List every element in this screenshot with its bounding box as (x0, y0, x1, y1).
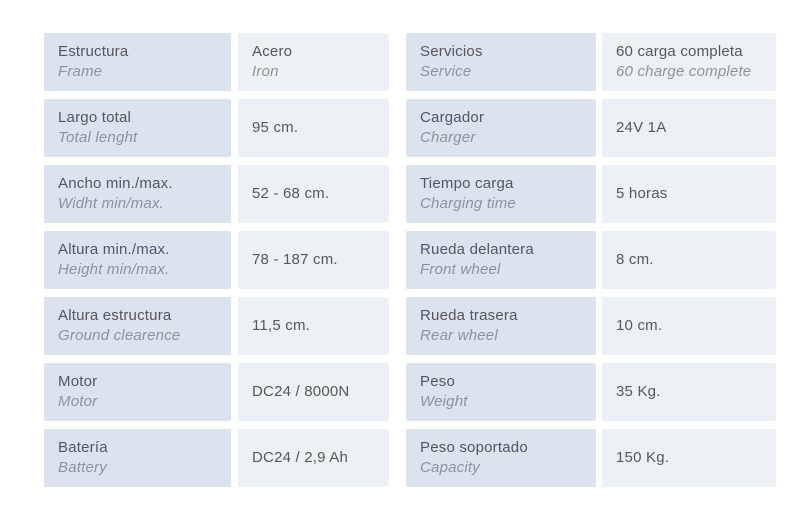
spec-label-es: Estructura (58, 43, 129, 61)
spec-label-cell: Rueda trasera Rear wheel (406, 297, 596, 355)
spec-label-en: Charging time (420, 195, 516, 212)
spec-label-es: Rueda trasera (420, 307, 518, 325)
spec-label-es: Rueda delantera (420, 241, 534, 259)
spec-value: 5 horas (616, 185, 668, 203)
spec-label-es: Altura min./max. (58, 241, 170, 259)
spec-value-translation: 60 charge complete (616, 63, 752, 80)
spec-value: 10 cm. (616, 317, 663, 335)
spec-value: Acero (252, 43, 293, 61)
spec-label-en: Weight (420, 393, 468, 410)
spec-label-cell: Cargador Charger (406, 99, 596, 157)
spec-value-cell: 24V 1A (602, 99, 776, 157)
spec-label-en: Frame (58, 63, 103, 80)
spec-value-cell: Acero Iron (238, 33, 389, 91)
spec-value-cell: 35 Kg. (602, 363, 776, 421)
spec-label-en: Ground clearence (58, 327, 181, 344)
spec-label-es: Servicios (420, 43, 483, 61)
spec-label-es: Peso soportado (420, 439, 528, 457)
spec-value: 52 - 68 cm. (252, 185, 330, 203)
spec-label-es: Ancho min./max. (58, 175, 173, 193)
spec-label-cell: Peso soportado Capacity (406, 429, 596, 487)
spec-label-es: Altura estructura (58, 307, 172, 325)
spec-value-cell: DC24 / 2,9 Ah (238, 429, 389, 487)
spec-label-cell: Altura min./max. Height min/max. (44, 231, 231, 289)
spec-label-en: Motor (58, 393, 98, 410)
spec-label-es: Motor (58, 373, 98, 391)
spec-value: 150 Kg. (616, 449, 670, 467)
spec-value-cell: 10 cm. (602, 297, 776, 355)
spec-value-cell: 60 carga completa 60 charge complete (602, 33, 776, 91)
spec-table: Estructura Frame Acero Iron Servicios Se… (44, 33, 776, 487)
spec-value-translation: Iron (252, 63, 279, 80)
spec-label-es: Batería (58, 439, 108, 457)
spec-label-cell: Batería Battery (44, 429, 231, 487)
spec-value: 35 Kg. (616, 383, 661, 401)
spec-label-cell: Altura estructura Ground clearence (44, 297, 231, 355)
spec-value-cell: 5 horas (602, 165, 776, 223)
spec-label-cell: Ancho min./max. Widht min/max. (44, 165, 231, 223)
spec-label-en: Service (420, 63, 472, 80)
spec-label-en: Battery (58, 459, 107, 476)
spec-label-en: Height min/max. (58, 261, 170, 278)
spec-value-cell: 8 cm. (602, 231, 776, 289)
spec-label-en: Rear wheel (420, 327, 498, 344)
spec-label-en: Widht min/max. (58, 195, 165, 212)
spec-label-cell: Rueda delantera Front wheel (406, 231, 596, 289)
spec-label-cell: Peso Weight (406, 363, 596, 421)
spec-value: DC24 / 2,9 Ah (252, 449, 348, 467)
spec-value-cell: 95 cm. (238, 99, 389, 157)
spec-value: 11,5 cm. (252, 317, 311, 335)
spec-value: DC24 / 8000N (252, 383, 350, 401)
spec-value: 24V 1A (616, 119, 667, 137)
spec-label-cell: Motor Motor (44, 363, 231, 421)
spec-label-es: Tiempo carga (420, 175, 514, 193)
spec-label-en: Total lenght (58, 129, 138, 146)
spec-label-en: Capacity (420, 459, 480, 476)
spec-value: 60 carga completa (616, 43, 743, 61)
spec-label-cell: Largo total Total lenght (44, 99, 231, 157)
spec-label-cell: Tiempo carga Charging time (406, 165, 596, 223)
spec-label-cell: Estructura Frame (44, 33, 231, 91)
spec-value-cell: 11,5 cm. (238, 297, 389, 355)
spec-label-es: Largo total (58, 109, 132, 127)
spec-label-es: Peso (420, 373, 455, 391)
spec-value-cell: DC24 / 8000N (238, 363, 389, 421)
spec-label-en: Charger (420, 129, 476, 146)
spec-value: 78 - 187 cm. (252, 251, 338, 269)
spec-label-cell: Servicios Service (406, 33, 596, 91)
spec-label-es: Cargador (420, 109, 485, 127)
spec-value-cell: 52 - 68 cm. (238, 165, 389, 223)
spec-value: 8 cm. (616, 251, 654, 269)
spec-label-en: Front wheel (420, 261, 501, 278)
spec-value-cell: 150 Kg. (602, 429, 776, 487)
spec-value: 95 cm. (252, 119, 299, 137)
spec-value-cell: 78 - 187 cm. (238, 231, 389, 289)
